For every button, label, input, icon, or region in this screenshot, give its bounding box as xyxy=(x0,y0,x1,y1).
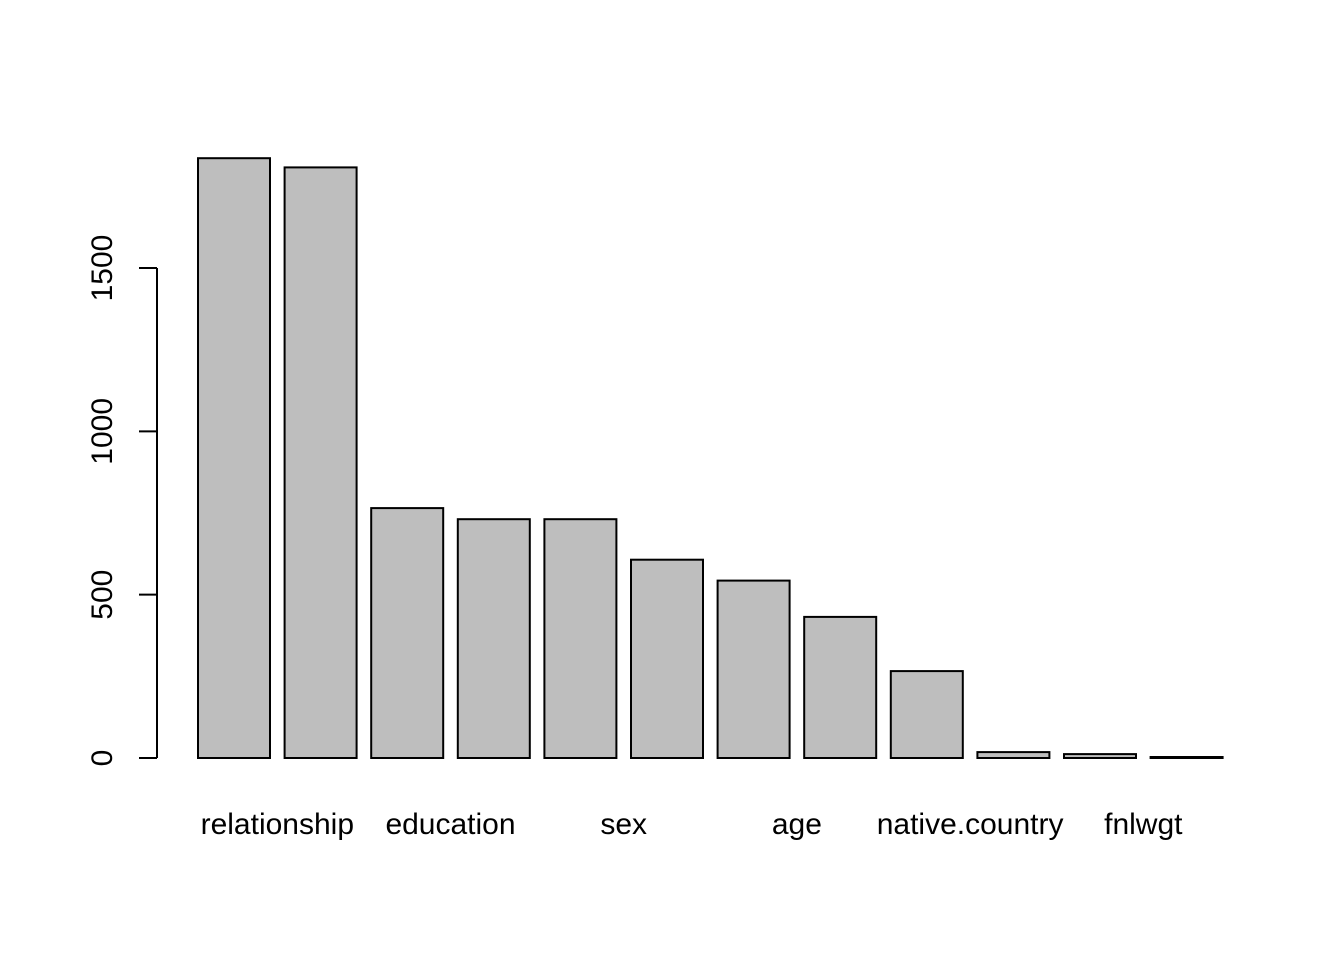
y-tick-label-1500: 1500 xyxy=(86,235,119,302)
x-tick-label-3: age xyxy=(772,808,822,841)
x-tick-labels: relationship education sex age native.countr… xyxy=(201,808,1184,841)
bar-3 xyxy=(456,518,531,760)
bar-1 xyxy=(283,166,358,759)
x-tick-label-2: sex xyxy=(600,808,647,841)
x-tick-label-0: relationship xyxy=(201,808,354,841)
bar-4 xyxy=(543,518,618,760)
bars-group xyxy=(197,157,1224,760)
bar-10 xyxy=(1063,753,1137,759)
bar-11 xyxy=(1149,756,1224,759)
bar-6 xyxy=(716,579,791,759)
y-axis: 0 500 1000 1500 xyxy=(86,235,158,767)
bar-5 xyxy=(630,558,704,760)
x-tick-label-4: native.country xyxy=(877,808,1064,841)
x-tick-label-1: education xyxy=(385,808,515,841)
y-tick-label-0: 0 xyxy=(86,750,119,767)
x-tick-label-5: fnlwgt xyxy=(1104,808,1183,841)
bar-0 xyxy=(197,157,271,759)
y-tick-label-1000: 1000 xyxy=(86,398,119,465)
bar-9 xyxy=(976,751,1051,759)
bar-7 xyxy=(803,615,878,760)
y-tick-label-500: 500 xyxy=(86,570,119,620)
bar-2 xyxy=(370,507,445,759)
bar-8 xyxy=(889,670,964,759)
